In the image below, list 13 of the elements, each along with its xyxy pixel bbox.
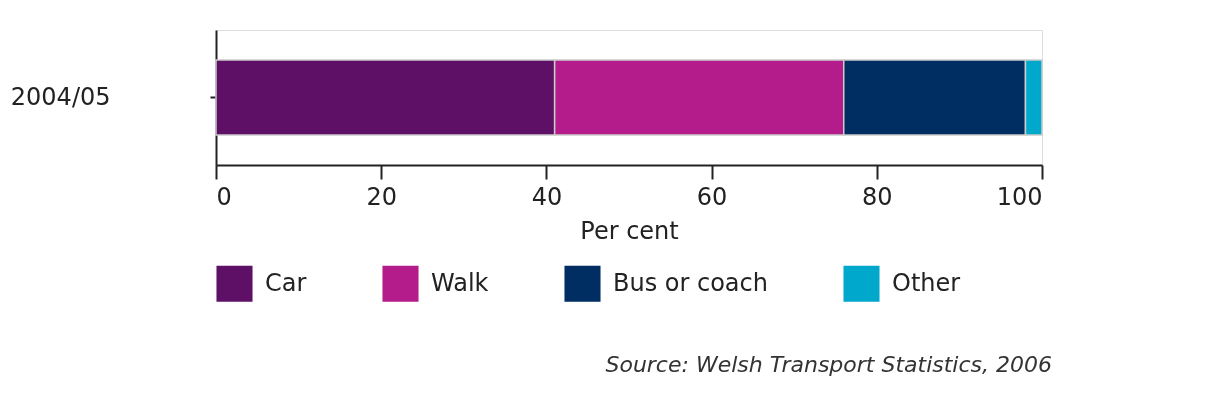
legend-label: Other	[892, 268, 961, 297]
legend-label: Bus or coach	[613, 268, 768, 297]
x-axis-title: Per cent	[580, 216, 679, 245]
y-tick-label: 2004/05	[10, 82, 111, 111]
x-tick-label: 60	[696, 182, 728, 211]
x-tick-label: 40	[531, 182, 563, 211]
source-note: Source: Welsh Transport Statistics, 2006	[605, 352, 1052, 377]
x-tick-label: 20	[366, 182, 397, 211]
legend-label: Walk	[431, 268, 489, 297]
x-tick-label: 100	[996, 182, 1043, 211]
x-tick-label: 0	[216, 182, 232, 211]
legend-label: Car	[265, 268, 307, 297]
x-tick-label: 80	[862, 182, 893, 211]
